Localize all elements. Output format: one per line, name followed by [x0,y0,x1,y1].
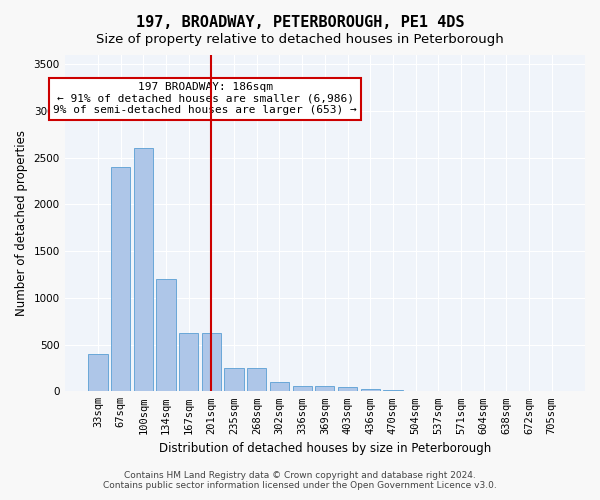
Bar [247,368,266,392]
Text: Contains HM Land Registry data © Crown copyright and database right 2024.
Contai: Contains HM Land Registry data © Crown c… [103,470,497,490]
Text: 197, BROADWAY, PETERBOROUGH, PE1 4DS: 197, BROADWAY, PETERBOROUGH, PE1 4DS [136,15,464,30]
Bar [134,148,153,392]
Bar [179,334,199,392]
Text: Size of property relative to detached houses in Peterborough: Size of property relative to detached ho… [96,32,504,46]
Bar [202,334,221,392]
Bar [293,386,312,392]
Y-axis label: Number of detached properties: Number of detached properties [15,130,28,316]
Bar [270,382,289,392]
Bar [338,386,357,392]
Bar [361,390,380,392]
X-axis label: Distribution of detached houses by size in Peterborough: Distribution of detached houses by size … [159,442,491,455]
Bar [157,279,176,392]
Bar [224,368,244,392]
Bar [111,167,130,392]
Bar [315,386,334,392]
Bar [383,390,403,392]
Text: 197 BROADWAY: 186sqm
← 91% of detached houses are smaller (6,986)
9% of semi-det: 197 BROADWAY: 186sqm ← 91% of detached h… [53,82,357,116]
Bar [88,354,107,392]
